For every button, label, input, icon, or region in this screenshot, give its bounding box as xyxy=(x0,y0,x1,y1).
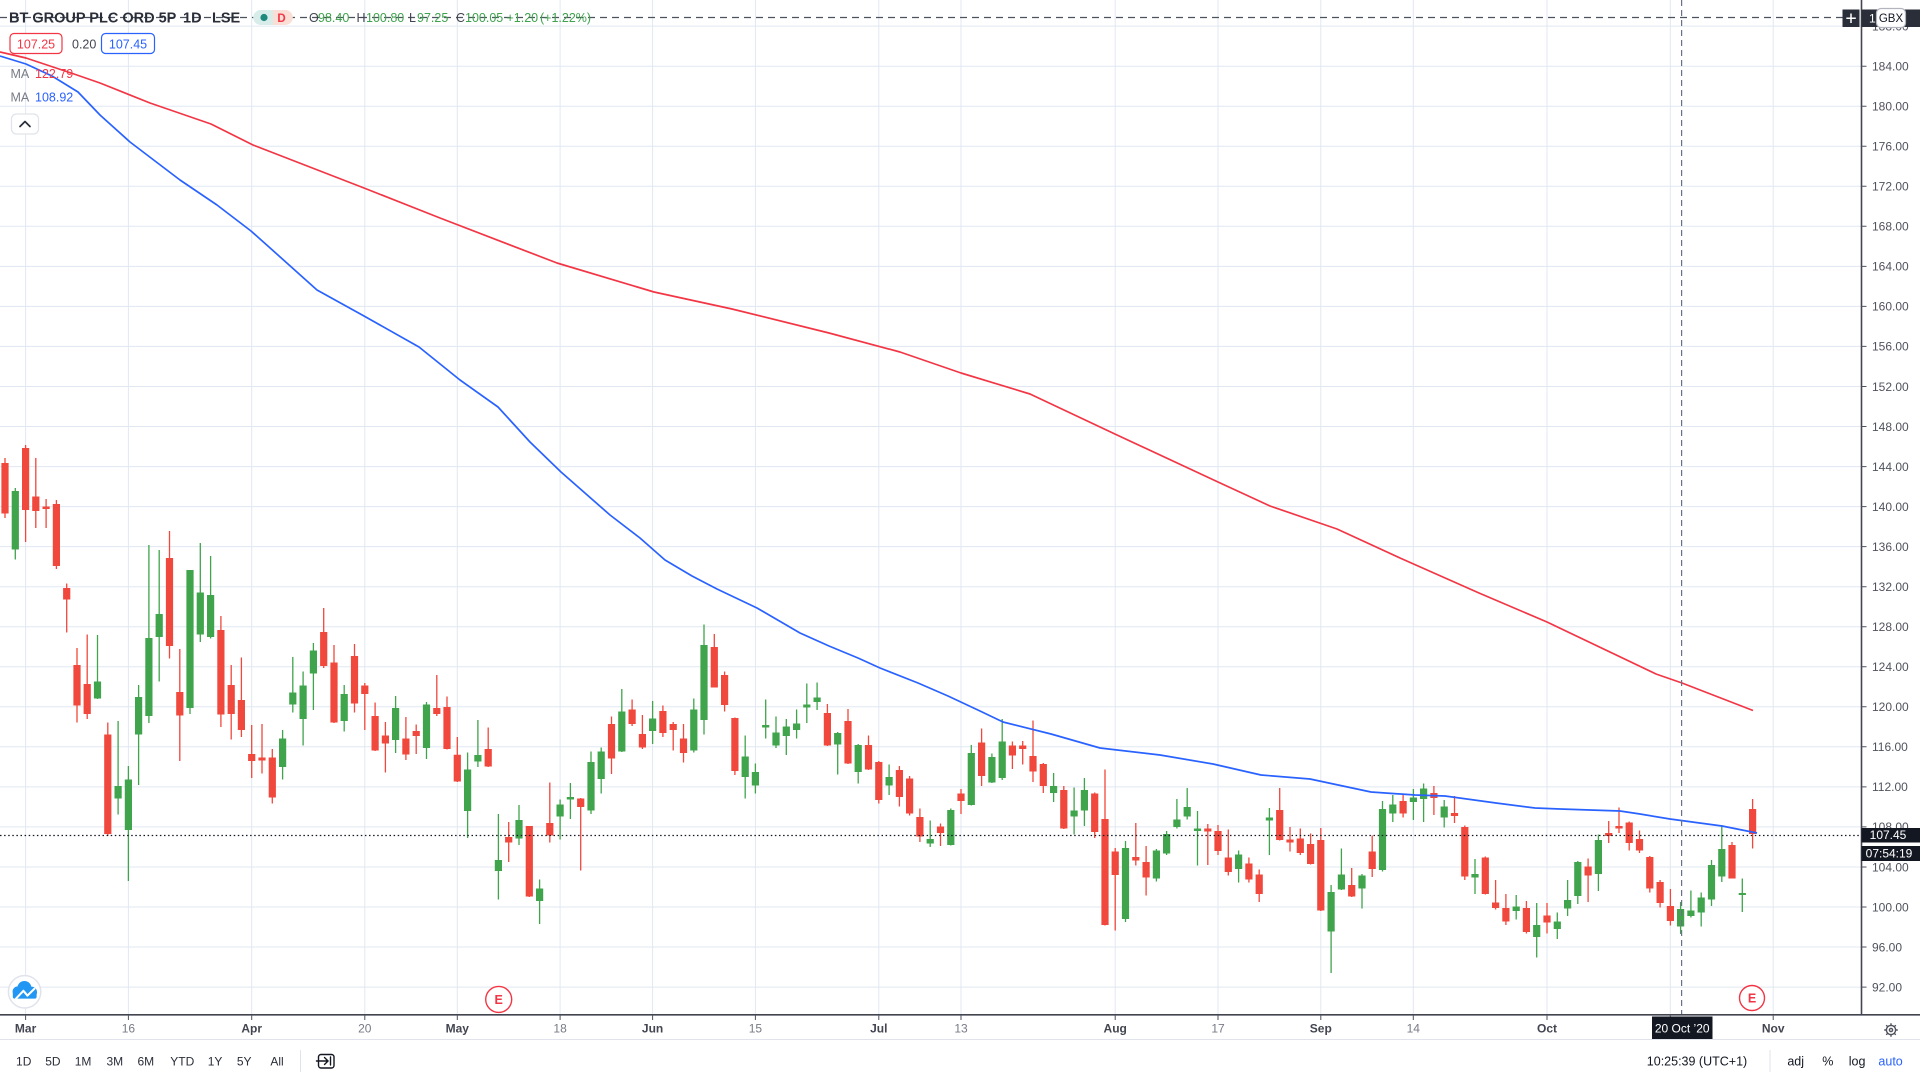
svg-text:136.00: 136.00 xyxy=(1872,540,1909,554)
svg-text:100.05: 100.05 xyxy=(465,11,503,25)
svg-text:100.80: 100.80 xyxy=(366,11,404,25)
svg-text:E: E xyxy=(495,993,503,1007)
svg-text:17: 17 xyxy=(1211,1022,1225,1036)
svg-text:132.00: 132.00 xyxy=(1872,580,1909,594)
svg-text:1M: 1M xyxy=(75,1055,92,1069)
svg-text:07:54:19: 07:54:19 xyxy=(1866,847,1913,861)
svg-text:1D: 1D xyxy=(183,11,202,27)
svg-text:All: All xyxy=(270,1055,283,1069)
svg-text:Aug: Aug xyxy=(1104,1022,1127,1036)
svg-text:(+1.22%): (+1.22%) xyxy=(540,11,591,25)
svg-text:Jun: Jun xyxy=(642,1022,663,1036)
svg-text:1: 1 xyxy=(1869,12,1876,26)
svg-text:124.00: 124.00 xyxy=(1872,660,1909,674)
svg-text:15: 15 xyxy=(749,1022,763,1036)
svg-text:MA: MA xyxy=(11,67,30,81)
svg-text:5Y: 5Y xyxy=(237,1055,252,1069)
svg-text:92.00: 92.00 xyxy=(1872,980,1902,994)
svg-text:YTD: YTD xyxy=(170,1055,194,1069)
svg-text:176.00: 176.00 xyxy=(1872,140,1909,154)
svg-text:107.25: 107.25 xyxy=(17,38,55,52)
svg-text:172.00: 172.00 xyxy=(1872,180,1909,194)
svg-text:1Y: 1Y xyxy=(208,1055,223,1069)
svg-text:14: 14 xyxy=(1407,1022,1421,1036)
svg-text:104.00: 104.00 xyxy=(1872,860,1909,874)
svg-text:97.25: 97.25 xyxy=(417,11,448,25)
svg-text:160.00: 160.00 xyxy=(1872,300,1909,314)
svg-text:112.00: 112.00 xyxy=(1872,780,1908,794)
svg-text:128.00: 128.00 xyxy=(1872,620,1909,634)
svg-text:LSE: LSE xyxy=(212,11,241,27)
svg-text:GBX: GBX xyxy=(1879,13,1904,25)
svg-text:120.00: 120.00 xyxy=(1872,700,1909,714)
svg-text:148.00: 148.00 xyxy=(1872,420,1909,434)
svg-text:122.79: 122.79 xyxy=(35,67,73,81)
svg-text:C: C xyxy=(456,11,465,25)
svg-text:L: L xyxy=(409,11,416,25)
svg-text:180.00: 180.00 xyxy=(1872,100,1909,114)
svg-text:107.45: 107.45 xyxy=(1870,828,1907,842)
svg-text:5D: 5D xyxy=(45,1055,61,1069)
svg-text:96.00: 96.00 xyxy=(1872,940,1902,954)
svg-text:107.45: 107.45 xyxy=(109,38,147,52)
svg-text:MA: MA xyxy=(11,91,30,105)
svg-text:1D: 1D xyxy=(16,1055,32,1069)
svg-text:Oct: Oct xyxy=(1537,1022,1557,1036)
svg-text:+1.20: +1.20 xyxy=(507,11,539,25)
svg-text:140.00: 140.00 xyxy=(1872,500,1909,514)
svg-text:6M: 6M xyxy=(137,1055,154,1069)
svg-text:108.92: 108.92 xyxy=(35,91,73,105)
svg-text:144.00: 144.00 xyxy=(1872,460,1909,474)
svg-text:Sep: Sep xyxy=(1310,1022,1332,1036)
svg-text:164.00: 164.00 xyxy=(1872,260,1909,274)
svg-text:20: 20 xyxy=(358,1022,372,1036)
svg-text:20 Oct ’20: 20 Oct ’20 xyxy=(1655,1022,1710,1036)
svg-text:16: 16 xyxy=(122,1022,136,1036)
svg-text:184.00: 184.00 xyxy=(1872,60,1909,74)
svg-text:%: % xyxy=(1822,1055,1833,1069)
svg-text:log: log xyxy=(1849,1055,1866,1069)
svg-text:O: O xyxy=(309,11,319,25)
svg-text:98.40: 98.40 xyxy=(318,11,349,25)
svg-text:auto: auto xyxy=(1878,1055,1902,1069)
svg-text:adj: adj xyxy=(1787,1055,1804,1069)
svg-text:May: May xyxy=(446,1022,470,1036)
svg-text:18: 18 xyxy=(553,1022,567,1036)
svg-text:E: E xyxy=(1748,992,1756,1006)
svg-text:100.00: 100.00 xyxy=(1872,900,1909,914)
svg-text:0.20: 0.20 xyxy=(72,38,96,52)
svg-text:D: D xyxy=(277,13,285,25)
svg-text:Apr: Apr xyxy=(241,1022,262,1036)
svg-text:Nov: Nov xyxy=(1762,1022,1785,1036)
svg-text:116.00: 116.00 xyxy=(1872,740,1908,754)
svg-text:H: H xyxy=(357,11,366,25)
svg-text:BT GROUP PLC ORD 5P: BT GROUP PLC ORD 5P xyxy=(9,11,177,27)
svg-text:13: 13 xyxy=(954,1022,968,1036)
svg-text:10:25:39 (UTC+1): 10:25:39 (UTC+1) xyxy=(1647,1055,1747,1069)
svg-text:Mar: Mar xyxy=(15,1022,37,1036)
svg-text:152.00: 152.00 xyxy=(1872,380,1909,394)
svg-text:168.00: 168.00 xyxy=(1872,220,1909,234)
svg-text:156.00: 156.00 xyxy=(1872,340,1909,354)
svg-text:3M: 3M xyxy=(106,1055,123,1069)
svg-text:Jul: Jul xyxy=(870,1022,887,1036)
